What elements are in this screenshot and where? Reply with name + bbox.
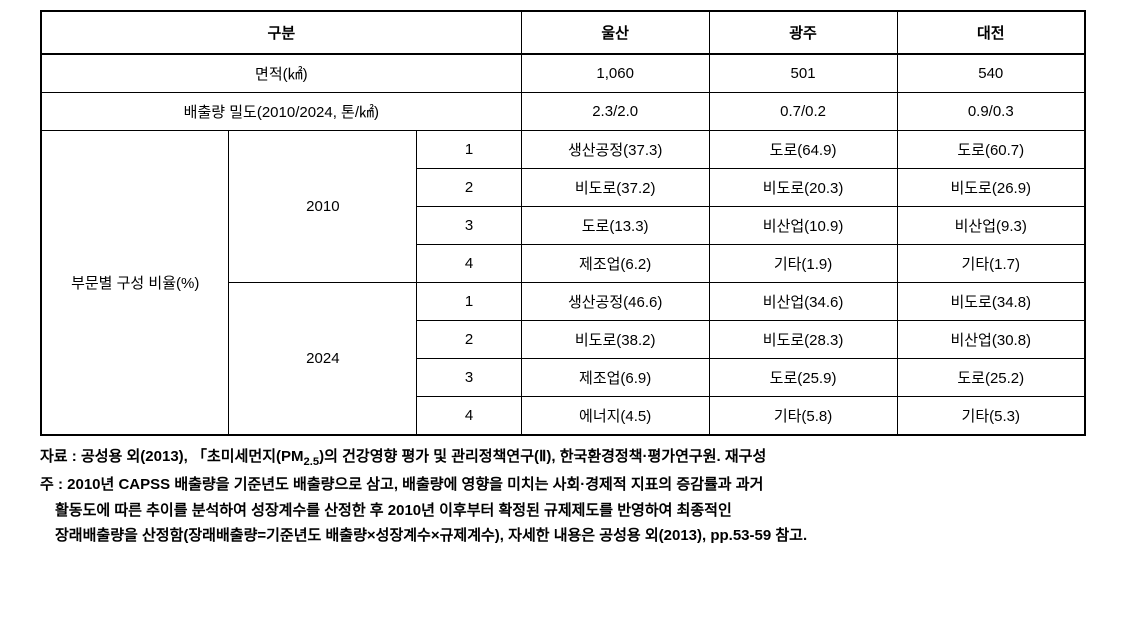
data-cell: 기타(1.9) bbox=[709, 245, 897, 283]
data-cell: 비도로(37.2) bbox=[521, 169, 709, 207]
rank-cell: 2 bbox=[417, 169, 521, 207]
data-cell: 제조업(6.2) bbox=[521, 245, 709, 283]
note-line1: 주 : 2010년 CAPSS 배출량을 기준년도 배출량으로 삼고, 배출량에… bbox=[40, 472, 1086, 498]
data-cell: 비도로(20.3) bbox=[709, 169, 897, 207]
density-city3: 0.9/0.3 bbox=[897, 93, 1085, 131]
area-city2: 501 bbox=[709, 54, 897, 93]
data-cell: 기타(1.7) bbox=[897, 245, 1085, 283]
data-cell: 도로(64.9) bbox=[709, 131, 897, 169]
note-text1: 2010년 CAPSS 배출량을 기준년도 배출량으로 삼고, 배출량에 영향을… bbox=[67, 476, 763, 493]
table-wrapper: 구분 울산 광주 대전 면적(㎢) 1,060 501 540 배출량 밀도(2… bbox=[40, 10, 1086, 436]
source-sub: 2.5 bbox=[304, 456, 320, 468]
rank-cell: 3 bbox=[417, 207, 521, 245]
density-city2: 0.7/0.2 bbox=[709, 93, 897, 131]
year-2024-label: 2024 bbox=[229, 283, 417, 436]
year-2010-label: 2010 bbox=[229, 131, 417, 283]
density-label: 배출량 밀도(2010/2024, 톤/㎢) bbox=[41, 93, 521, 131]
header-city1: 울산 bbox=[521, 11, 709, 54]
ratio-2010-row1: 부문별 구성 비율(%) 2010 1 생산공정(37.3) 도로(64.9) … bbox=[41, 131, 1085, 169]
data-cell: 비도로(38.2) bbox=[521, 321, 709, 359]
data-cell: 도로(60.7) bbox=[897, 131, 1085, 169]
data-cell: 비산업(10.9) bbox=[709, 207, 897, 245]
rank-cell: 3 bbox=[417, 359, 521, 397]
data-cell: 도로(25.2) bbox=[897, 359, 1085, 397]
data-cell: 비도로(34.8) bbox=[897, 283, 1085, 321]
data-cell: 기타(5.8) bbox=[709, 397, 897, 436]
data-cell: 제조업(6.9) bbox=[521, 359, 709, 397]
data-cell: 비도로(28.3) bbox=[709, 321, 897, 359]
ratio-section-label: 부문별 구성 비율(%) bbox=[41, 131, 229, 436]
rank-cell: 4 bbox=[417, 397, 521, 436]
data-cell: 생산공정(46.6) bbox=[521, 283, 709, 321]
area-city1: 1,060 bbox=[521, 54, 709, 93]
source-text: 공성용 외(2013), 「초미세먼지(PM bbox=[81, 448, 304, 465]
data-cell: 도로(13.3) bbox=[521, 207, 709, 245]
data-cell: 도로(25.9) bbox=[709, 359, 897, 397]
note-text2: 활동도에 따른 추이를 분석하여 성장계수를 산정한 후 2010년 이후부터 … bbox=[55, 502, 732, 519]
header-city3: 대전 bbox=[897, 11, 1085, 54]
data-cell: 기타(5.3) bbox=[897, 397, 1085, 436]
rank-cell: 4 bbox=[417, 245, 521, 283]
note-label: 주 : bbox=[40, 476, 67, 493]
footnotes: 자료 : 공성용 외(2013), 「초미세먼지(PM2.5)의 건강영향 평가… bbox=[40, 444, 1086, 549]
note-text3: 장래배출량을 산정함(장래배출량=기준년도 배출량×성장계수×규제계수), 자세… bbox=[55, 527, 807, 544]
area-row: 면적(㎢) 1,060 501 540 bbox=[41, 54, 1085, 93]
density-city1: 2.3/2.0 bbox=[521, 93, 709, 131]
data-cell: 비산업(34.6) bbox=[709, 283, 897, 321]
note-line2: 활동도에 따른 추이를 분석하여 성장계수를 산정한 후 2010년 이후부터 … bbox=[40, 498, 1086, 524]
source-text2: )의 건강영향 평가 및 관리정책연구(Ⅱ), 한국환경정책·평가연구원. 재구… bbox=[319, 448, 766, 465]
data-cell: 생산공정(37.3) bbox=[521, 131, 709, 169]
data-cell: 에너지(4.5) bbox=[521, 397, 709, 436]
source-line: 자료 : 공성용 외(2013), 「초미세먼지(PM2.5)의 건강영향 평가… bbox=[40, 444, 1086, 472]
rank-cell: 2 bbox=[417, 321, 521, 359]
note-line3: 장래배출량을 산정함(장래배출량=기준년도 배출량×성장계수×규제계수), 자세… bbox=[40, 523, 1086, 549]
data-cell: 비산업(30.8) bbox=[897, 321, 1085, 359]
source-label: 자료 : bbox=[40, 448, 81, 465]
rank-cell: 1 bbox=[417, 283, 521, 321]
header-category: 구분 bbox=[41, 11, 521, 54]
area-label: 면적(㎢) bbox=[41, 54, 521, 93]
data-cell: 비산업(9.3) bbox=[897, 207, 1085, 245]
area-city3: 540 bbox=[897, 54, 1085, 93]
rank-cell: 1 bbox=[417, 131, 521, 169]
density-row: 배출량 밀도(2010/2024, 톤/㎢) 2.3/2.0 0.7/0.2 0… bbox=[41, 93, 1085, 131]
header-row: 구분 울산 광주 대전 bbox=[41, 11, 1085, 54]
data-cell: 비도로(26.9) bbox=[897, 169, 1085, 207]
header-city2: 광주 bbox=[709, 11, 897, 54]
emissions-table: 구분 울산 광주 대전 면적(㎢) 1,060 501 540 배출량 밀도(2… bbox=[40, 10, 1086, 436]
